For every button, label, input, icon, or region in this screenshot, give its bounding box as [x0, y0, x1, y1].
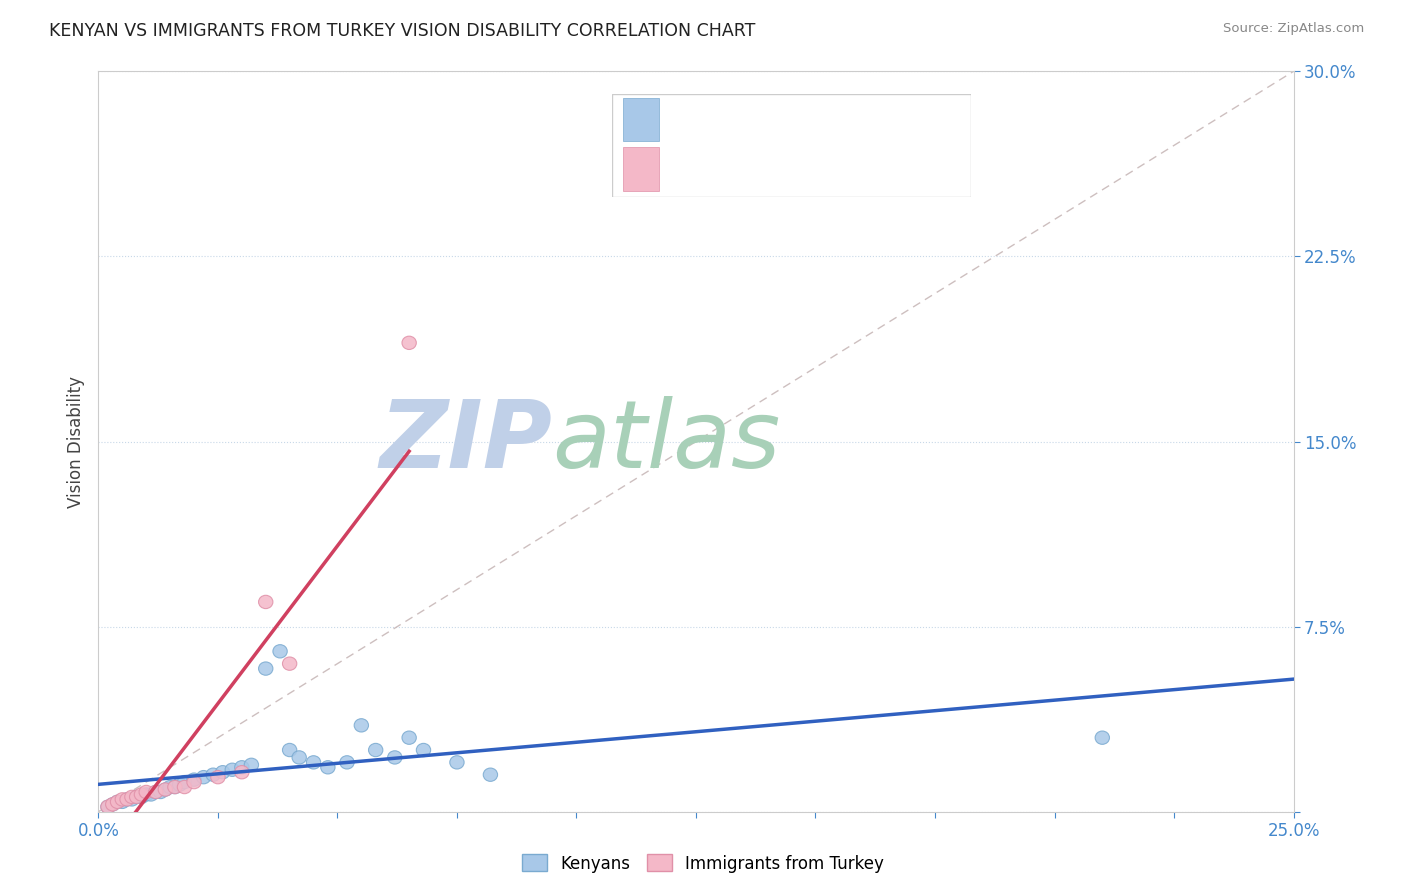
Ellipse shape — [177, 780, 191, 794]
Ellipse shape — [101, 800, 115, 814]
Ellipse shape — [125, 793, 139, 806]
Ellipse shape — [402, 336, 416, 350]
Ellipse shape — [187, 775, 201, 789]
Ellipse shape — [177, 775, 191, 789]
Ellipse shape — [292, 751, 307, 764]
Ellipse shape — [159, 783, 173, 797]
Ellipse shape — [245, 758, 259, 772]
Ellipse shape — [225, 763, 239, 776]
Ellipse shape — [340, 756, 354, 769]
Ellipse shape — [235, 765, 249, 779]
Ellipse shape — [111, 795, 125, 808]
Ellipse shape — [105, 797, 120, 811]
Ellipse shape — [259, 662, 273, 675]
Ellipse shape — [139, 785, 153, 798]
Ellipse shape — [163, 780, 177, 794]
Ellipse shape — [111, 795, 125, 808]
Ellipse shape — [402, 731, 416, 744]
Ellipse shape — [235, 761, 249, 774]
Ellipse shape — [368, 743, 382, 756]
Ellipse shape — [167, 780, 183, 794]
Ellipse shape — [143, 788, 159, 801]
Text: KENYAN VS IMMIGRANTS FROM TURKEY VISION DISABILITY CORRELATION CHART: KENYAN VS IMMIGRANTS FROM TURKEY VISION … — [49, 22, 755, 40]
Ellipse shape — [187, 773, 201, 787]
Ellipse shape — [115, 793, 129, 806]
Ellipse shape — [354, 719, 368, 732]
Ellipse shape — [215, 765, 231, 779]
Text: Source: ZipAtlas.com: Source: ZipAtlas.com — [1223, 22, 1364, 36]
Ellipse shape — [211, 771, 225, 784]
Ellipse shape — [101, 800, 115, 814]
Ellipse shape — [173, 778, 187, 791]
Ellipse shape — [197, 771, 211, 784]
Ellipse shape — [259, 595, 273, 608]
Ellipse shape — [167, 780, 183, 794]
Ellipse shape — [283, 657, 297, 670]
Ellipse shape — [159, 783, 173, 797]
Ellipse shape — [120, 793, 135, 806]
Text: ZIP: ZIP — [380, 395, 553, 488]
Ellipse shape — [283, 743, 297, 756]
Ellipse shape — [139, 788, 153, 801]
Y-axis label: Vision Disability: Vision Disability — [66, 376, 84, 508]
Ellipse shape — [450, 756, 464, 769]
Legend: Kenyans, Immigrants from Turkey: Kenyans, Immigrants from Turkey — [515, 847, 891, 880]
Ellipse shape — [125, 790, 139, 804]
Ellipse shape — [416, 743, 430, 756]
Ellipse shape — [1095, 731, 1109, 744]
Ellipse shape — [120, 793, 135, 806]
Ellipse shape — [129, 790, 143, 804]
Ellipse shape — [484, 768, 498, 781]
Ellipse shape — [153, 785, 167, 798]
Ellipse shape — [273, 645, 287, 658]
Ellipse shape — [135, 790, 149, 804]
Ellipse shape — [115, 795, 129, 808]
Ellipse shape — [321, 761, 335, 774]
Ellipse shape — [149, 785, 163, 798]
Text: atlas: atlas — [553, 396, 780, 487]
Ellipse shape — [105, 797, 120, 811]
Ellipse shape — [149, 785, 163, 798]
Ellipse shape — [135, 788, 149, 801]
Ellipse shape — [307, 756, 321, 769]
Ellipse shape — [129, 790, 143, 804]
Ellipse shape — [207, 768, 221, 781]
Ellipse shape — [388, 751, 402, 764]
